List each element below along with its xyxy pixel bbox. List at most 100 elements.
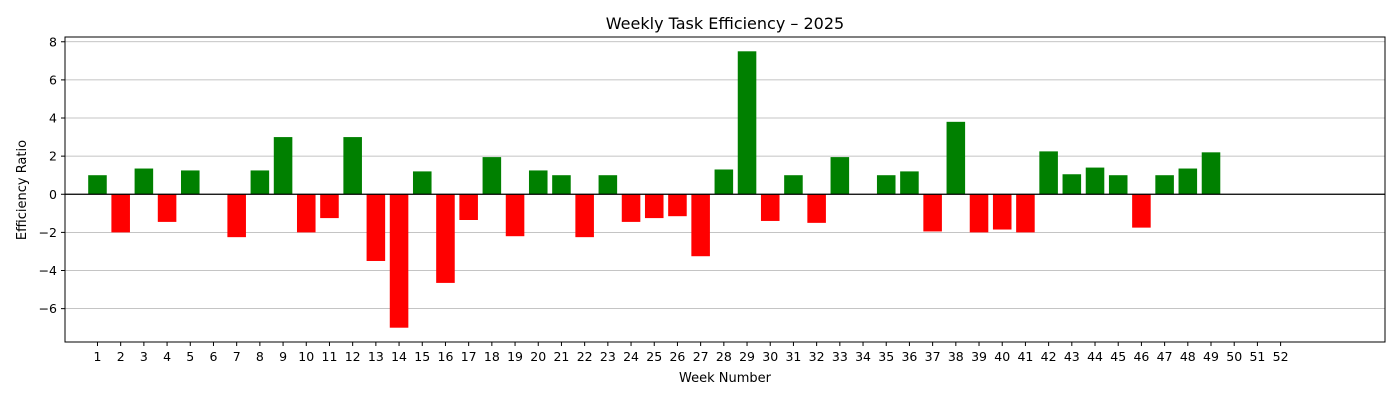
x-tick-label: 37 [925,349,941,364]
x-tick-label: 32 [809,349,825,364]
x-tick-label: 4 [163,349,171,364]
bar-week-47 [1155,175,1174,195]
bar-week-30 [760,194,780,221]
bar-week-48 [1178,168,1198,195]
bar-week-20 [528,170,548,195]
x-tick-label: 46 [1133,349,1149,364]
x-tick-label: 14 [391,349,407,364]
x-tick-label: 51 [1249,349,1265,364]
chart-title: Weekly Task Efficiency – 2025 [606,14,844,33]
bar-week-18 [482,157,502,195]
x-tick-label: 38 [948,349,964,364]
x-tick-label: 7 [233,349,241,364]
bar-week-5 [180,170,200,195]
bar-week-15 [412,171,432,195]
x-tick-label: 16 [438,349,454,364]
x-tick-label: 52 [1273,349,1289,364]
bar-week-36 [900,171,919,195]
x-tick-label: 29 [739,349,755,364]
y-axis-label: Efficiency Ratio [15,140,30,240]
x-axis-label: Week Number [679,371,772,386]
bar-week-28 [714,169,734,195]
bar-week-25 [644,194,664,219]
bar-week-14 [389,194,409,328]
bar-week-21 [552,175,571,195]
y-tick-label: −4 [39,263,57,278]
bar-week-49 [1201,152,1221,195]
y-tick-label: −6 [39,301,57,316]
bar-week-41 [1016,194,1035,233]
x-tick-label: 25 [646,349,662,364]
bar-week-40 [992,194,1012,230]
plot-frame [64,36,1386,343]
x-tick-label: 19 [507,349,523,364]
bar-week-23 [598,175,618,195]
bar-week-11 [320,194,339,219]
x-tick-label: 23 [600,349,616,364]
bars [88,51,1221,328]
y-tick-label: 4 [49,111,57,126]
y-tick-label: 2 [49,149,57,164]
x-tick-label: 9 [279,349,287,364]
x-tick-label: 26 [669,349,685,364]
x-tick-label: 40 [994,349,1010,364]
x-tick-label: 42 [1041,349,1057,364]
bar-week-16 [436,194,455,283]
x-tick-label: 21 [553,349,569,364]
bar-week-26 [668,194,687,217]
x-tick-label: 6 [209,349,217,364]
bar-week-17 [459,194,478,220]
bar-week-22 [575,194,594,238]
x-tick-label: 22 [577,349,593,364]
bar-week-19 [505,194,525,237]
x-tick-label: 17 [461,349,477,364]
bar-week-37 [923,194,942,232]
x-tick-label: 33 [832,349,848,364]
bar-week-42 [1039,151,1058,195]
bar-week-2 [111,194,130,233]
x-tick-label: 27 [693,349,709,364]
bar-week-44 [1085,167,1105,195]
x-tick-label: 3 [140,349,148,364]
y-tick-label: 0 [49,187,57,202]
x-tick-label: 11 [322,349,338,364]
bar-week-33 [830,157,850,195]
x-tick-label: 28 [716,349,732,364]
bar-week-4 [157,194,177,222]
bar-week-43 [1062,174,1082,195]
x-tick-label: 13 [368,349,384,364]
x-tick-label: 2 [117,349,125,364]
bar-week-1 [88,175,107,195]
x-tick-label: 36 [901,349,917,364]
bar-week-32 [807,194,826,223]
x-tick-label: 39 [971,349,987,364]
x-tick-label: 31 [785,349,801,364]
x-tick-label: 43 [1064,349,1080,364]
x-tick-label: 12 [345,349,361,364]
y-tick-label: −2 [39,225,57,240]
x-tick-label: 20 [530,349,546,364]
bar-week-13 [366,194,386,261]
bar-week-39 [969,194,989,233]
x-tick-label: 49 [1203,349,1219,364]
x-tick-label: 41 [1017,349,1033,364]
bar-week-12 [343,137,362,195]
x-tick-label: 8 [256,349,264,364]
x-tick-label: 47 [1157,349,1173,364]
x-tick-label: 50 [1226,349,1242,364]
x-tick-label: 15 [414,349,430,364]
x-tick-label: 44 [1087,349,1103,364]
bar-week-10 [296,194,316,233]
bar-week-46 [1132,194,1151,228]
y-tick-label: 8 [49,34,57,49]
bar-week-45 [1108,175,1128,195]
x-tick-label: 24 [623,349,639,364]
bar-week-29 [737,51,757,195]
bar-week-27 [691,194,710,257]
x-tick-label: 48 [1180,349,1196,364]
bar-week-35 [876,175,896,195]
bar-week-9 [273,137,293,195]
x-tick-label: 1 [94,349,102,364]
y-tick-label: 6 [49,72,57,87]
